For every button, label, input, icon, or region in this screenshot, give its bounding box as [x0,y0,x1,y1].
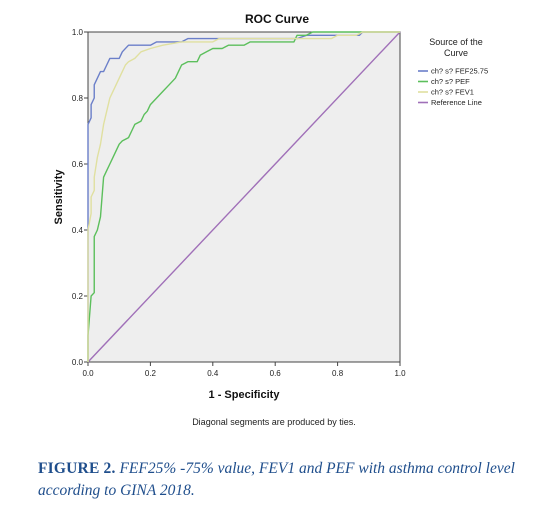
y-tick-label: 1.0 [72,28,84,37]
legend-title-line2: Curve [444,48,468,58]
roc-chart: ROC Curve 0.0 0.2 0.4 0.6 0.8 1.0 0.00.20.40.… [53,12,488,427]
x-axis-label: 1 - Specificity [209,389,281,401]
x-tick-label: 0.0 [82,369,94,378]
x-tick-label: 0.2 [145,369,157,378]
x-tick-label: 0.4 [207,369,219,378]
x-tick-label: 0.8 [332,369,344,378]
series-line-ch-s-fev1 [87,31,400,362]
y-axis-ticks: 0.0 0.2 0.4 0.6 0.8 1.0 [72,28,88,367]
legend-label: Reference Line [431,98,482,107]
y-tick-label: 0.8 [72,94,84,103]
series-layer [87,31,401,363]
caption-label: FIGURE 2. [38,460,116,477]
legend-label: ch? s? PEF [431,77,470,86]
x-axis-ticks: 0.0 0.2 0.4 0.6 0.8 1.0 [82,362,406,378]
x-tick-label: 0.6 [270,369,282,378]
chart-footnote: Diagonal segments are produced by ties. [192,417,356,427]
y-tick-label: 0.4 [72,226,84,235]
legend-label: ch? s? FEF25.75 [431,67,488,76]
legend-title-line1: Source of the [429,37,483,47]
series-line-reference-line [87,31,401,363]
figure-caption: FIGURE 2. FEF25% -75% value, FEV1 and PE… [38,458,530,502]
legend-label: ch? s? FEV1 [431,88,474,97]
y-tick-label: 0.6 [72,160,84,169]
series-line-ch-s-fef25-75 [87,31,400,362]
caption-text: FEF25% -75% value, FEV1 and PEF with ast… [38,460,515,499]
series-line-ch-s-pef [87,31,400,362]
y-axis-label: Sensitivity [53,169,65,225]
x-tick-label: 1.0 [394,369,406,378]
y-tick-label: 0.0 [72,358,84,367]
chart-title: ROC Curve [245,12,309,26]
y-tick-label: 0.2 [72,292,84,301]
